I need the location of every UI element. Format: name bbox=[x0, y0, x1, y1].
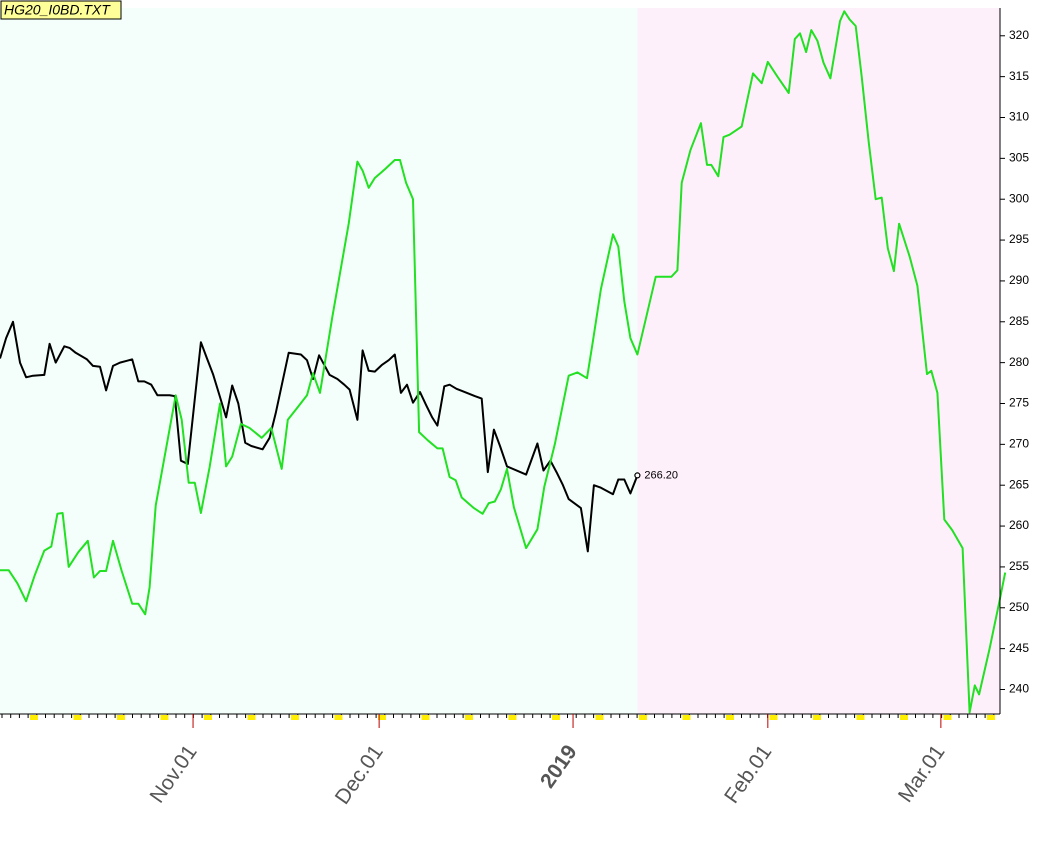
x-tick-label: Feb.01 bbox=[720, 741, 776, 808]
shaded-region bbox=[0, 8, 638, 714]
week-marker bbox=[73, 715, 82, 720]
y-tick-label: 310 bbox=[1009, 110, 1029, 124]
week-marker bbox=[160, 715, 169, 720]
plot-area: 266.20 bbox=[0, 10, 1007, 714]
week-marker bbox=[30, 715, 38, 720]
y-tick-label: 275 bbox=[1009, 396, 1029, 410]
week-marker bbox=[639, 715, 647, 720]
y-tick-label: 280 bbox=[1009, 355, 1029, 369]
week-marker bbox=[595, 715, 604, 720]
week-marker bbox=[813, 715, 821, 720]
y-tick-label: 315 bbox=[1009, 69, 1029, 83]
week-marker bbox=[508, 715, 517, 720]
week-marker bbox=[943, 715, 952, 720]
y-tick-label: 305 bbox=[1009, 151, 1029, 165]
week-marker bbox=[465, 715, 473, 720]
week-marker bbox=[682, 715, 691, 720]
week-marker bbox=[421, 715, 430, 720]
week-marker bbox=[291, 715, 299, 720]
y-tick-label: 300 bbox=[1009, 191, 1029, 205]
x-tick-label: 2019 bbox=[536, 741, 582, 792]
y-tick-label: 265 bbox=[1009, 477, 1029, 491]
last-value-marker bbox=[634, 472, 641, 479]
y-tick-label: 270 bbox=[1009, 437, 1029, 451]
week-marker bbox=[204, 715, 212, 720]
y-tick-label: 250 bbox=[1009, 600, 1029, 614]
x-tick-label: Dec.01 bbox=[331, 741, 388, 809]
y-tick-label: 245 bbox=[1009, 641, 1029, 655]
week-marker bbox=[378, 715, 386, 720]
week-marker bbox=[334, 715, 343, 720]
week-marker bbox=[769, 715, 778, 720]
y-tick-label: 260 bbox=[1009, 518, 1029, 532]
week-marker bbox=[247, 715, 256, 720]
x-tick-label: Nov.01 bbox=[146, 741, 202, 807]
week-marker bbox=[987, 715, 995, 720]
shaded-region bbox=[637, 8, 1000, 714]
y-tick-label: 285 bbox=[1009, 314, 1029, 328]
chart-title: HG20_I0BD.TXT bbox=[4, 2, 111, 18]
y-tick-label: 240 bbox=[1009, 682, 1029, 696]
y-tick-label: 295 bbox=[1009, 232, 1029, 246]
y-tick-label: 255 bbox=[1009, 559, 1029, 573]
y-tick-label: 320 bbox=[1009, 28, 1029, 42]
last-value-label: 266.20 bbox=[644, 469, 678, 481]
week-marker bbox=[552, 715, 560, 720]
x-tick-label: Mar.01 bbox=[894, 741, 950, 807]
background bbox=[0, 8, 1000, 720]
week-marker bbox=[117, 715, 125, 720]
week-marker bbox=[856, 715, 865, 720]
week-marker bbox=[900, 715, 908, 720]
series-line bbox=[0, 10, 1007, 714]
y-tick-label: 290 bbox=[1009, 273, 1029, 287]
title-box bbox=[0, 0, 122, 20]
week-marker bbox=[726, 715, 734, 720]
